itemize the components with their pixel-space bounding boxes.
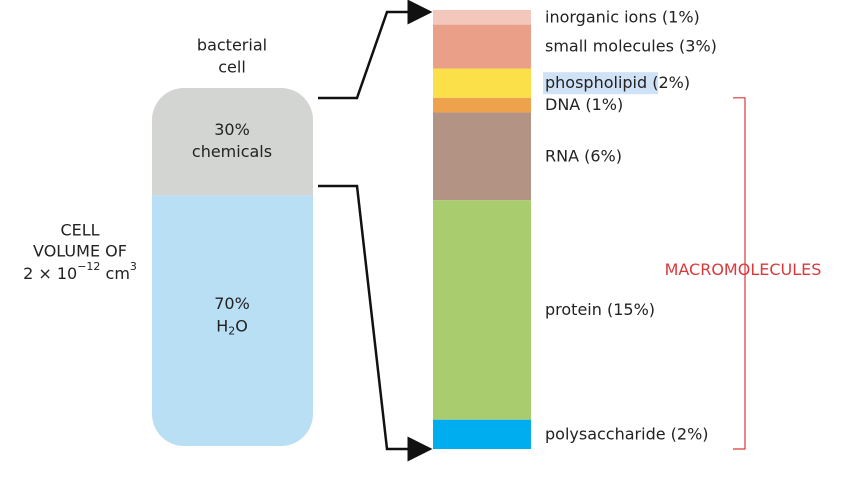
segment-name: inorganic ions: [545, 7, 657, 26]
segment-name: polysaccharide: [545, 424, 666, 443]
segment-name: small molecules: [545, 36, 674, 55]
segment-pct: (6%): [579, 146, 622, 165]
formula-part: 2: [228, 324, 235, 337]
connector: [318, 184, 433, 462]
cell-part: [152, 88, 313, 196]
volume-label: VOLUME OF: [33, 242, 127, 261]
highlight: [543, 72, 659, 95]
segment-name: DNA: [545, 95, 580, 114]
cell-caption: cell: [218, 58, 246, 77]
part-formula: H2O: [216, 316, 248, 338]
segment: [433, 200, 531, 420]
segment-label: inorganic ions (1%): [545, 7, 700, 26]
segment-pct: (1%): [580, 95, 623, 114]
segment: [433, 68, 531, 98]
cell: [152, 88, 313, 446]
segment-label: small molecules (3%): [545, 36, 717, 55]
formula-part: O: [235, 316, 248, 335]
bracket: [733, 97, 746, 450]
segment-label: DNA (1%): [545, 95, 623, 114]
segment-name: phospholipid: [545, 73, 647, 92]
segment-pct: (2%): [647, 73, 690, 92]
segment-pct: (3%): [674, 36, 717, 55]
segment-name: RNA: [545, 146, 579, 165]
cell-caption: bacterial: [197, 36, 267, 55]
segment: [433, 97, 531, 113]
connector: [318, 0, 433, 100]
segment: [433, 112, 531, 201]
segment-label: RNA (6%): [545, 146, 622, 165]
segment: [433, 24, 531, 69]
segment: [433, 419, 531, 449]
segment-label: polysaccharide (2%): [545, 424, 709, 443]
segment-pct: (15%): [602, 299, 655, 318]
segment-name: protein: [545, 299, 602, 318]
segment: [433, 10, 531, 25]
formula-part: H: [216, 316, 228, 335]
cell-part: [152, 195, 313, 446]
segment-label: protein (15%): [545, 299, 655, 318]
part-percent: 30%: [214, 120, 250, 139]
volume-expr: 2 × 10−12 cm3: [23, 260, 137, 283]
volume-label: CELL: [60, 221, 99, 240]
segment-label: phospholipid (2%): [545, 73, 690, 92]
group-label: MACROMOLECULES: [665, 260, 822, 279]
segment-pct: (1%): [657, 7, 700, 26]
part-percent: 70%: [214, 294, 250, 313]
part-text: chemicals: [192, 142, 272, 161]
segment-pct: (2%): [666, 424, 709, 443]
